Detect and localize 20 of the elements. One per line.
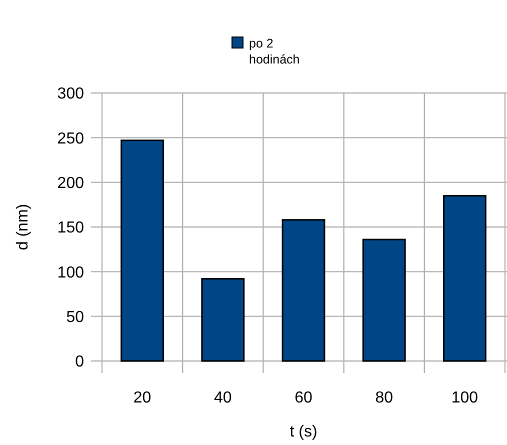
bar	[442, 194, 486, 362]
y-tick-label: 100	[57, 264, 84, 282]
bar	[282, 219, 326, 362]
y-tick-label: 50	[66, 308, 84, 326]
x-tick-label: 80	[375, 390, 394, 407]
x-tick-label: 20	[133, 390, 152, 407]
bar	[120, 140, 164, 362]
y-axis-title: d (nm)	[14, 204, 32, 250]
y-tick-label: 150	[57, 220, 84, 237]
x-axis-title: t (s)	[290, 424, 318, 441]
y-tick-label: 300	[57, 86, 84, 103]
legend-label: po 2 hodinách	[249, 36, 300, 67]
y-tick-label: 200	[57, 174, 84, 192]
bar	[201, 278, 245, 362]
x-tick-label: 100	[451, 390, 478, 407]
x-tick-label: 60	[294, 390, 312, 407]
bar	[362, 238, 406, 362]
y-tick-label: 0	[75, 354, 84, 371]
x-tick-label: 40	[214, 390, 232, 407]
y-tick-label: 250	[57, 130, 84, 148]
